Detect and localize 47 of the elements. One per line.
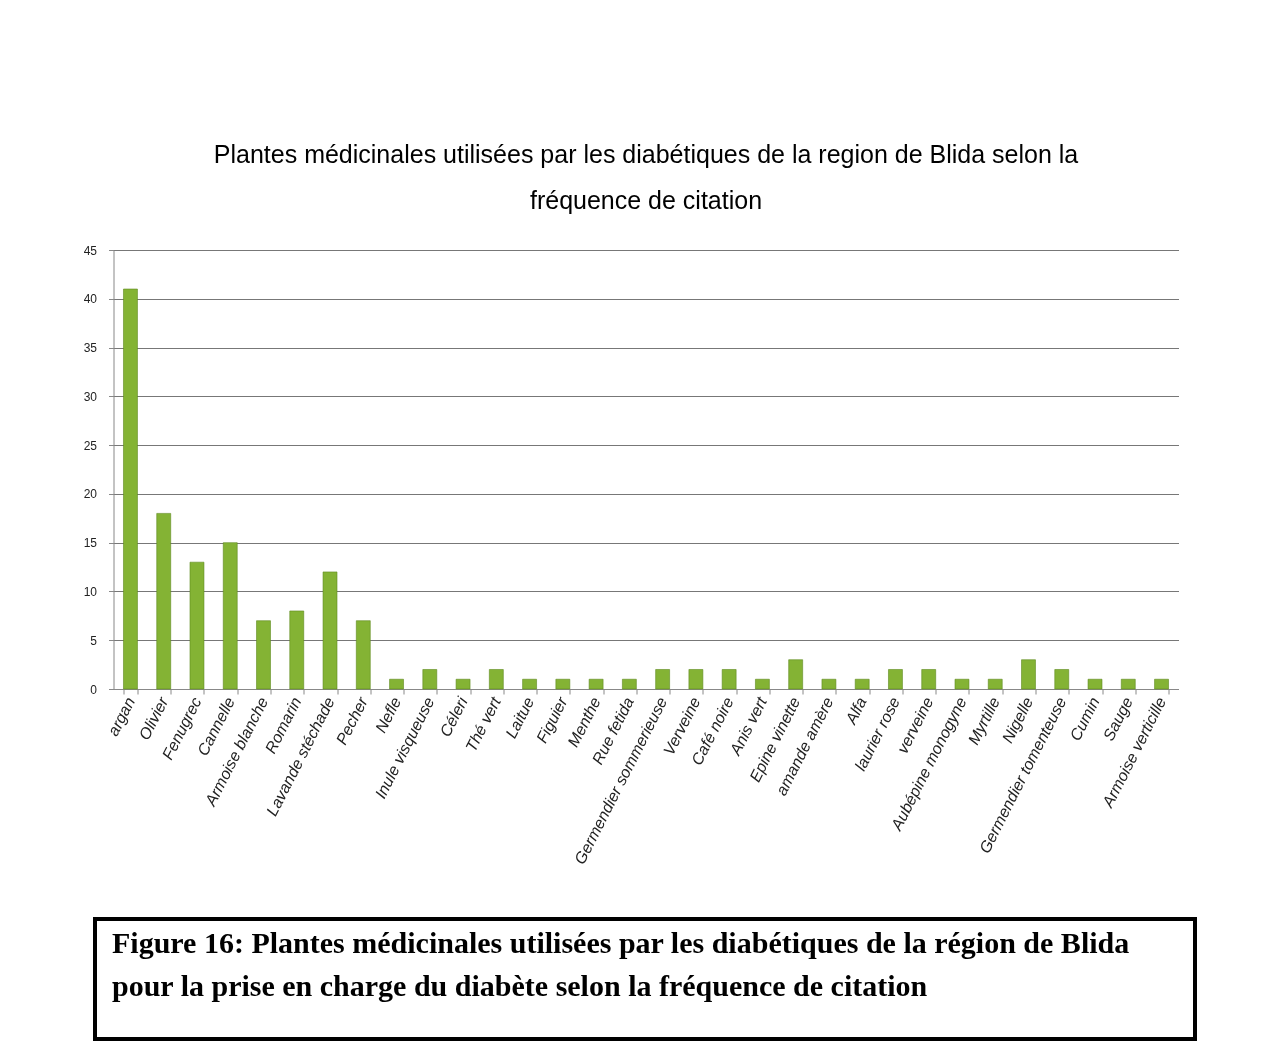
bar bbox=[222, 542, 238, 690]
x-tick-label: Alfa bbox=[841, 694, 870, 728]
y-tick-label: 40 bbox=[83, 292, 98, 307]
y-tick-label: 0 bbox=[90, 682, 98, 697]
bar bbox=[256, 620, 271, 690]
bar bbox=[1021, 659, 1036, 690]
bar bbox=[522, 678, 537, 690]
y-tick-label: 45 bbox=[83, 243, 98, 258]
bar bbox=[289, 610, 305, 690]
y-tick-label: 10 bbox=[83, 584, 98, 599]
bar bbox=[888, 669, 903, 690]
bar bbox=[688, 669, 704, 690]
bar bbox=[821, 678, 837, 690]
chart-title: Plantes médicinales utilisées par les diabétiques de la region de Blida selon la fréquence de citation bbox=[213, 140, 1079, 214]
bar bbox=[655, 669, 670, 690]
bar bbox=[954, 678, 970, 690]
bar bbox=[588, 678, 604, 690]
bar bbox=[1087, 678, 1103, 690]
bar bbox=[322, 571, 338, 690]
bar bbox=[854, 678, 870, 690]
bar bbox=[189, 561, 205, 690]
y-tick-label: 35 bbox=[83, 341, 98, 356]
bar bbox=[622, 678, 637, 690]
bar bbox=[987, 678, 1003, 690]
bar bbox=[1120, 678, 1136, 690]
bar bbox=[422, 669, 438, 690]
bar bbox=[1154, 678, 1169, 690]
bar bbox=[489, 669, 504, 690]
bar bbox=[455, 678, 471, 690]
bar bbox=[721, 669, 737, 690]
bar bbox=[921, 669, 936, 690]
bar bbox=[555, 678, 571, 690]
bar bbox=[356, 620, 371, 690]
bar bbox=[755, 678, 770, 690]
y-tick-label: 20 bbox=[83, 487, 98, 502]
y-tick-label: 25 bbox=[83, 438, 98, 453]
bar bbox=[156, 513, 172, 690]
bar bbox=[389, 678, 404, 690]
bar bbox=[788, 659, 803, 690]
bar bbox=[123, 288, 138, 690]
y-tick-label: 15 bbox=[83, 536, 98, 551]
y-tick-label: 5 bbox=[90, 633, 98, 648]
x-tick-label: argan bbox=[104, 694, 139, 739]
caption: Figure 16: Plantes médicinales utilisées par les diabétiques de la région de Blida pour la prise en charge du diabète selon la fréquence de citation bbox=[112, 926, 1130, 1002]
bar bbox=[1054, 669, 1070, 690]
x-tick-label: Laitue bbox=[502, 694, 538, 741]
y-tick-label: 30 bbox=[83, 389, 98, 404]
